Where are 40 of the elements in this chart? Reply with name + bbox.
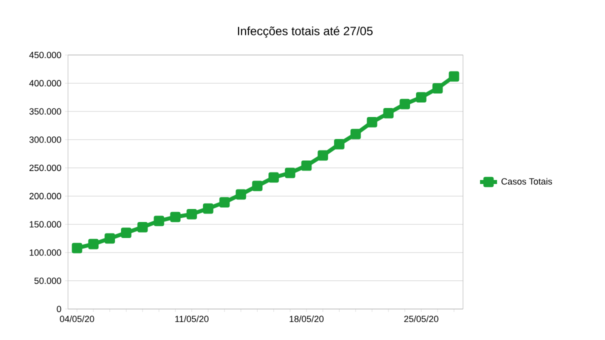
point — [137, 222, 148, 232]
point — [416, 92, 426, 103]
point — [366, 116, 378, 128]
point — [284, 168, 296, 178]
point — [400, 98, 410, 110]
x-tick-label: 25/05/20 — [404, 316, 438, 322]
y-tick-label: 50.000 — [34, 278, 62, 284]
point — [334, 138, 344, 150]
x-tick-label: 11/05/20 — [175, 316, 209, 322]
y-tick-label: 450.000 — [29, 52, 62, 58]
y-tick-label: 400.000 — [29, 80, 62, 86]
y-tick-label: 250.000 — [30, 164, 62, 172]
point — [236, 189, 246, 200]
y-tick-label: 300.000 — [29, 136, 62, 143]
y-tick-label: 0 — [56, 306, 62, 312]
chart-title: Infecções totais até 27/05 — [238, 26, 373, 38]
point — [104, 233, 115, 244]
point — [350, 128, 361, 140]
point — [268, 172, 279, 183]
y-tick-label: 350.000 — [29, 108, 62, 115]
x-tick-label: 04/05/20 — [60, 316, 94, 322]
point — [252, 180, 262, 192]
point — [121, 228, 132, 238]
point — [219, 197, 230, 208]
y-tick-label: 100.000 — [30, 249, 62, 256]
point — [301, 160, 312, 171]
y-tick-label: 150.000 — [30, 221, 62, 228]
point — [432, 83, 443, 94]
point — [448, 71, 460, 82]
point — [318, 150, 328, 161]
legend-label: Casos Totais — [501, 178, 552, 185]
point — [186, 208, 197, 220]
point — [202, 203, 214, 214]
point — [88, 238, 99, 250]
y-tick-label: 200.000 — [30, 192, 62, 200]
point — [72, 242, 82, 254]
point — [383, 108, 394, 118]
point — [170, 212, 181, 222]
x-tick-label: 18/05/20 — [290, 316, 324, 322]
point — [154, 216, 164, 226]
